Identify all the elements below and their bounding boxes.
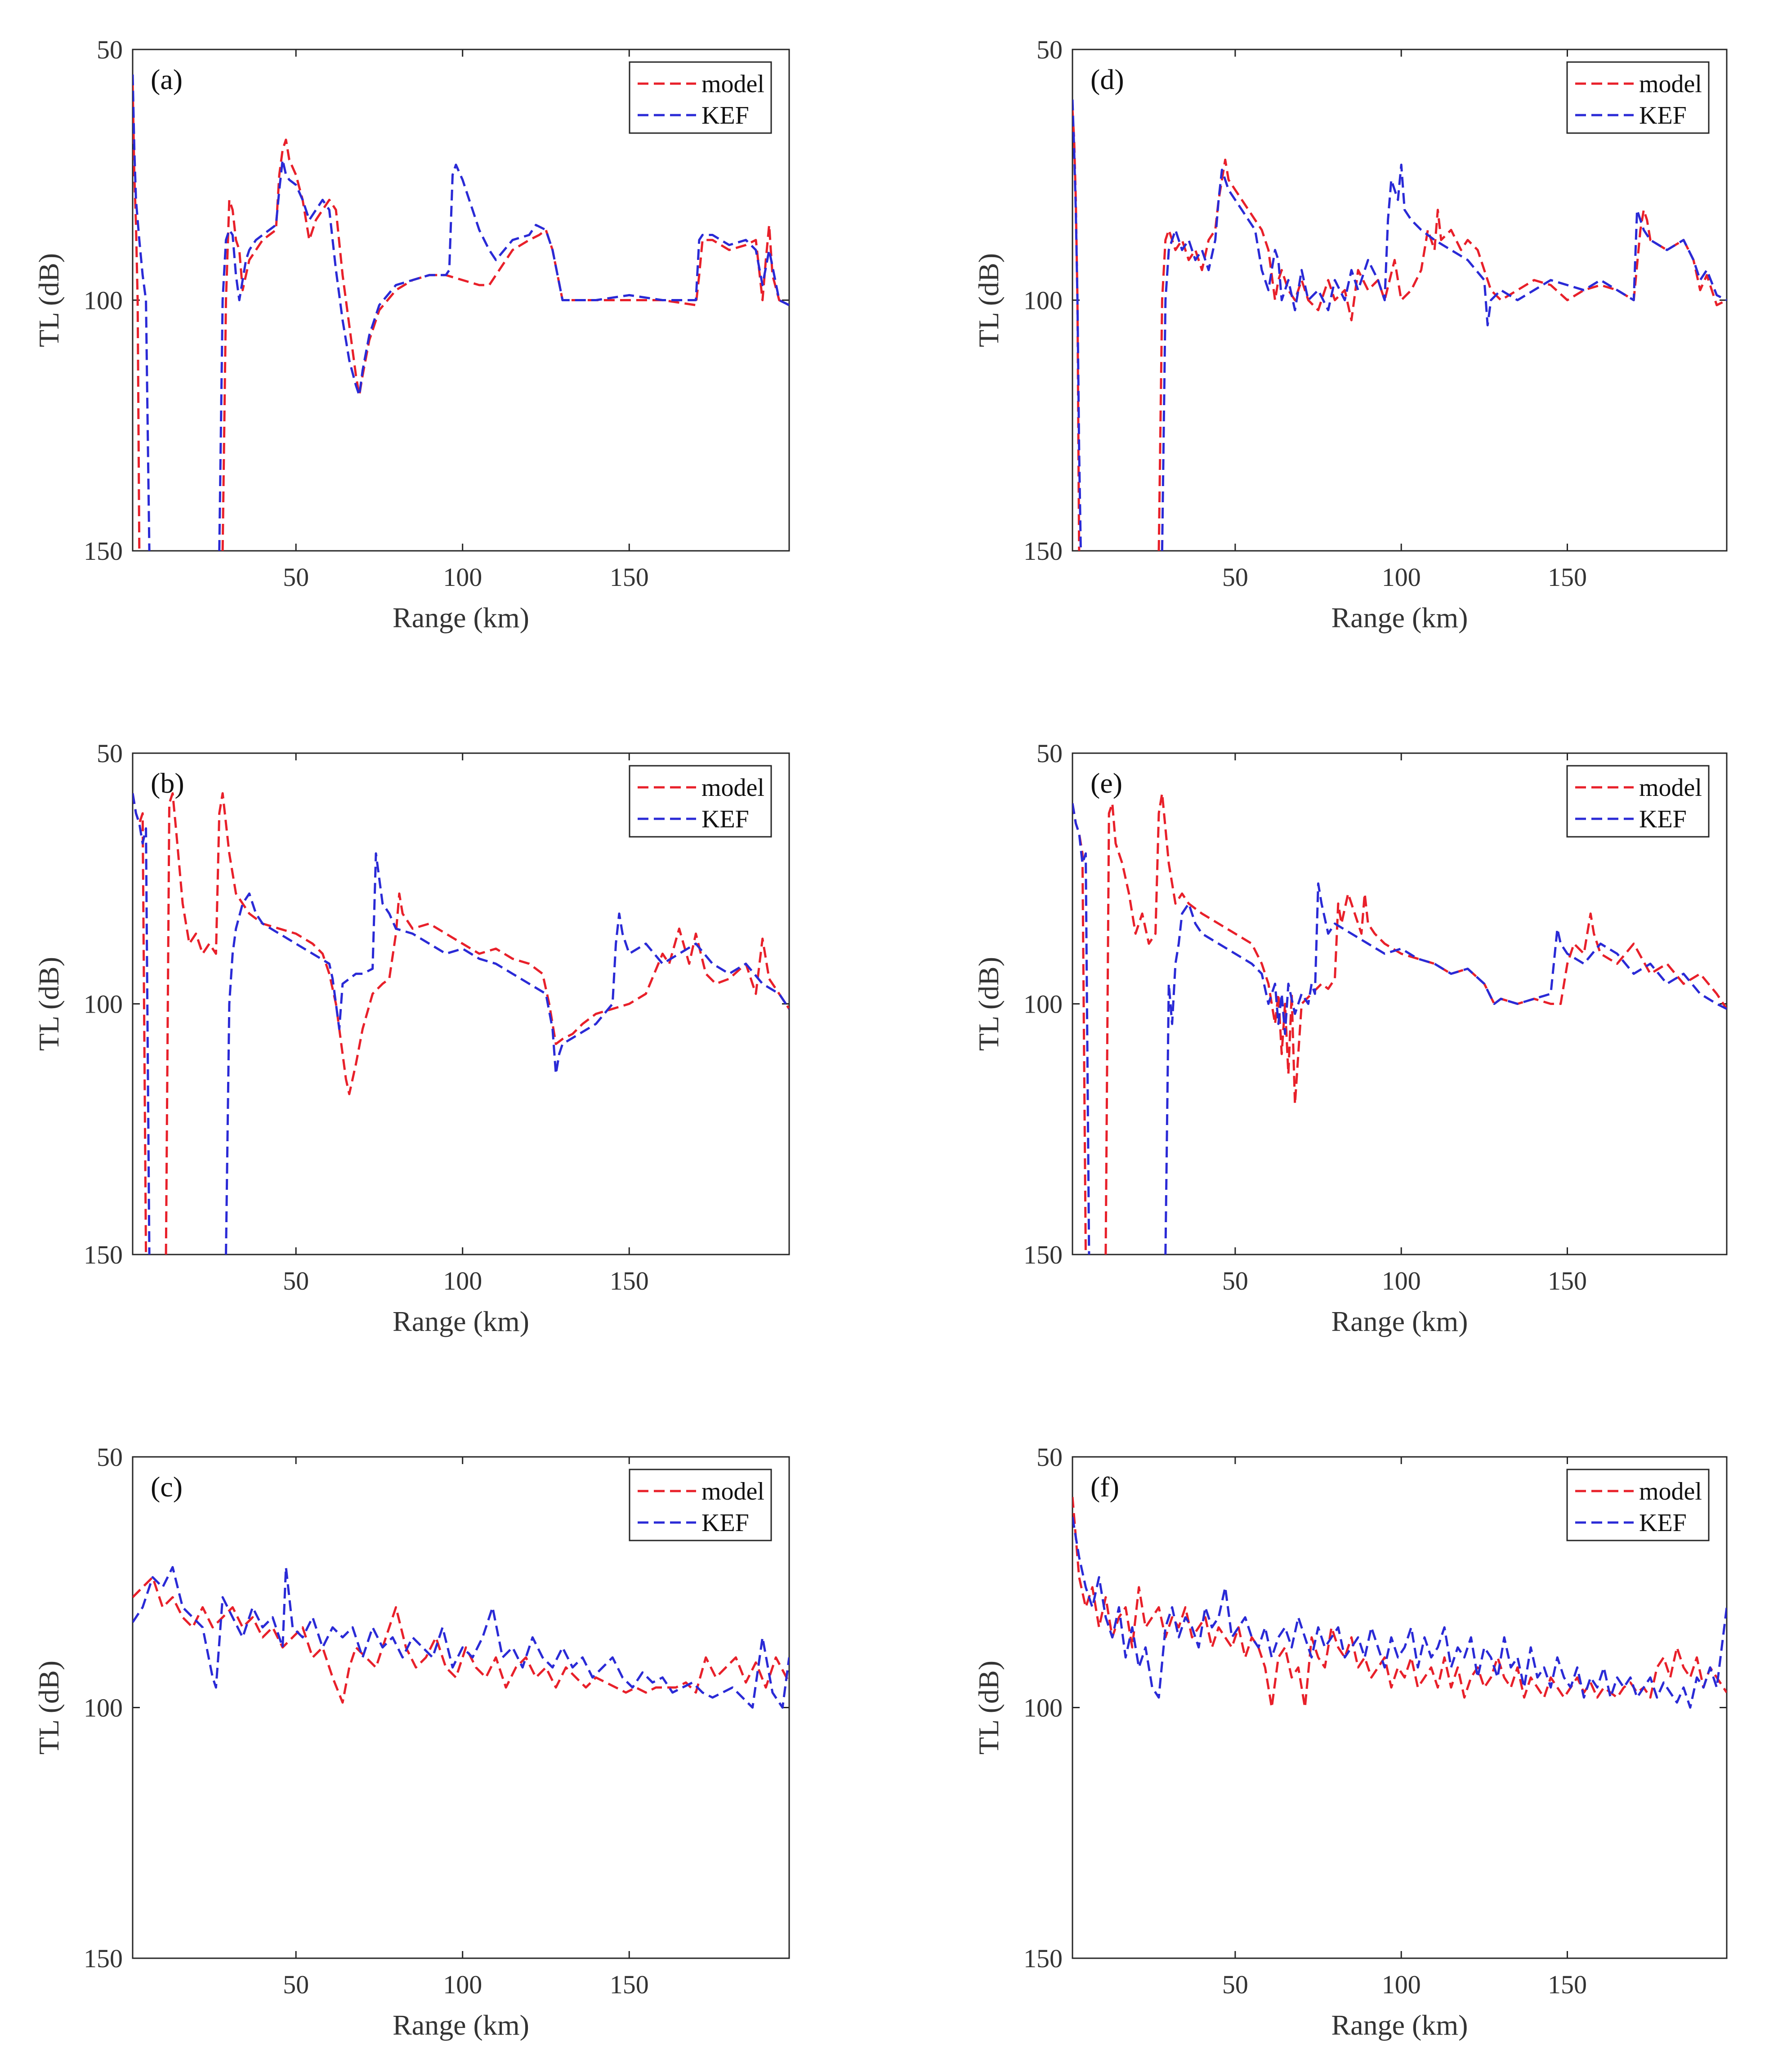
y-tick-label: 150 — [1023, 536, 1063, 566]
legend: model KEF — [1566, 765, 1710, 838]
panel-label: (c) — [151, 1471, 183, 1503]
legend-label-kef: KEF — [1639, 1509, 1687, 1537]
y-tick-label: 150 — [1023, 1240, 1063, 1269]
legend-label-model: model — [701, 1478, 764, 1505]
panel-label: (d) — [1090, 63, 1124, 95]
legend-label-kef: KEF — [701, 102, 749, 130]
panel-b: 50 100 150 50 100 150 Range (km) TL (dB) (b) mode… — [33, 739, 790, 1337]
y-tick-label: 50 — [1036, 35, 1063, 64]
y-tick-label: 100 — [1023, 990, 1063, 1019]
series-line-kef — [133, 1566, 789, 1709]
panel-label: (a) — [151, 63, 183, 95]
series-line-model — [133, 792, 789, 1255]
x-tick-label: 150 — [610, 1970, 649, 1999]
legend-box — [1566, 61, 1710, 134]
x-tick-label: 50 — [283, 1970, 309, 1999]
x-tick-label: 100 — [443, 1266, 482, 1295]
x-tick-label: 150 — [1548, 1266, 1587, 1295]
x-axis-label: Range (km) — [393, 1305, 529, 1337]
legend-label-kef: KEF — [701, 1509, 749, 1537]
panel-label: (b) — [151, 767, 184, 799]
legend: model KEF — [1566, 1469, 1710, 1541]
series-line-model — [1072, 792, 1727, 1255]
legend-label-model: model — [1639, 70, 1702, 98]
series-line-kef — [1072, 803, 1727, 1255]
x-tick-label: 150 — [610, 1266, 649, 1295]
legend-label-kef: KEF — [701, 805, 749, 833]
legend-box — [629, 1469, 772, 1541]
x-tick-label: 100 — [1382, 1970, 1421, 1999]
legend-box — [1566, 765, 1710, 838]
legend-label-model: model — [701, 70, 764, 98]
series-line-model — [133, 1576, 789, 1704]
x-tick-label: 100 — [443, 1970, 482, 1999]
legend: model KEF — [1566, 61, 1710, 134]
x-axis-label: Range (km) — [393, 2009, 529, 2041]
y-axis-label: TL (dB) — [33, 1661, 65, 1755]
x-axis-label: Range (km) — [393, 602, 529, 634]
y-axis-label: TL (dB) — [973, 957, 1005, 1051]
series-line-model — [1072, 1496, 1727, 1709]
y-axis-label: TL (dB) — [33, 957, 65, 1051]
y-tick-label: 150 — [1023, 1944, 1063, 1973]
legend: model KEF — [629, 1469, 772, 1541]
x-axis-label: Range (km) — [1331, 2009, 1468, 2041]
x-axis-label: Range (km) — [1331, 1305, 1468, 1337]
legend-box — [1566, 1469, 1710, 1541]
x-tick-label: 150 — [1548, 1970, 1587, 1999]
y-tick-label: 150 — [84, 536, 123, 566]
legend-label-model: model — [1639, 1478, 1702, 1505]
series-line-kef — [1072, 99, 1727, 551]
y-axis-label: TL (dB) — [973, 253, 1005, 347]
series-line-model — [133, 85, 789, 551]
x-tick-label: 100 — [1382, 563, 1421, 592]
legend-label-kef: KEF — [1639, 805, 1687, 833]
series-line-kef — [133, 793, 789, 1255]
y-axis-label: TL (dB) — [33, 253, 65, 347]
y-tick-label: 100 — [84, 1693, 123, 1723]
y-tick-label: 150 — [84, 1944, 123, 1973]
y-tick-label: 100 — [1023, 286, 1063, 315]
panel-label: (f) — [1090, 1471, 1119, 1503]
series-line-kef — [1072, 1517, 1727, 1709]
x-tick-label: 50 — [283, 563, 309, 592]
legend-box — [629, 765, 772, 838]
x-tick-label: 100 — [1382, 1266, 1421, 1295]
y-tick-label: 50 — [97, 1442, 123, 1472]
x-tick-label: 50 — [1222, 1970, 1248, 1999]
x-tick-label: 50 — [1222, 1266, 1248, 1295]
legend: model KEF — [629, 61, 772, 134]
y-axis-label: TL (dB) — [973, 1661, 1005, 1755]
legend-label-model: model — [1639, 774, 1702, 802]
y-tick-label: 50 — [1036, 739, 1063, 768]
panel-f: 50 100 150 50 100 150 Range (km) TL (dB) (f) mode… — [973, 1442, 1728, 2041]
panel-a: 50 100 150 50 100 150 Range (km) TL (dB) (a) mode… — [33, 35, 790, 634]
x-tick-label: 100 — [443, 563, 482, 592]
y-tick-label: 150 — [84, 1240, 123, 1269]
y-tick-label: 100 — [1023, 1693, 1063, 1723]
panel-e: 50 100 150 50 100 150 Range (km) TL (dB) (e) mode… — [973, 739, 1728, 1337]
x-axis-label: Range (km) — [1331, 602, 1468, 634]
x-tick-label: 150 — [1548, 563, 1587, 592]
legend-label-kef: KEF — [1639, 102, 1687, 130]
y-tick-label: 50 — [97, 35, 123, 64]
y-tick-label: 50 — [1036, 1442, 1063, 1472]
legend-label-model: model — [701, 774, 764, 802]
legend: model KEF — [629, 765, 772, 838]
x-tick-label: 50 — [283, 1266, 309, 1295]
x-tick-label: 150 — [610, 563, 649, 592]
y-tick-label: 100 — [84, 286, 123, 315]
panel-c: 50 100 150 50 100 150 Range (km) TL (dB) (c) mode… — [33, 1442, 790, 2041]
y-tick-label: 50 — [97, 739, 123, 768]
panel-d: 50 100 150 50 100 150 Range (km) TL (dB) (d) mode… — [973, 35, 1728, 634]
panel-label: (e) — [1090, 767, 1122, 799]
series-line-kef — [133, 74, 789, 551]
y-tick-label: 100 — [84, 990, 123, 1019]
x-tick-label: 50 — [1222, 563, 1248, 592]
legend-box — [629, 61, 772, 134]
